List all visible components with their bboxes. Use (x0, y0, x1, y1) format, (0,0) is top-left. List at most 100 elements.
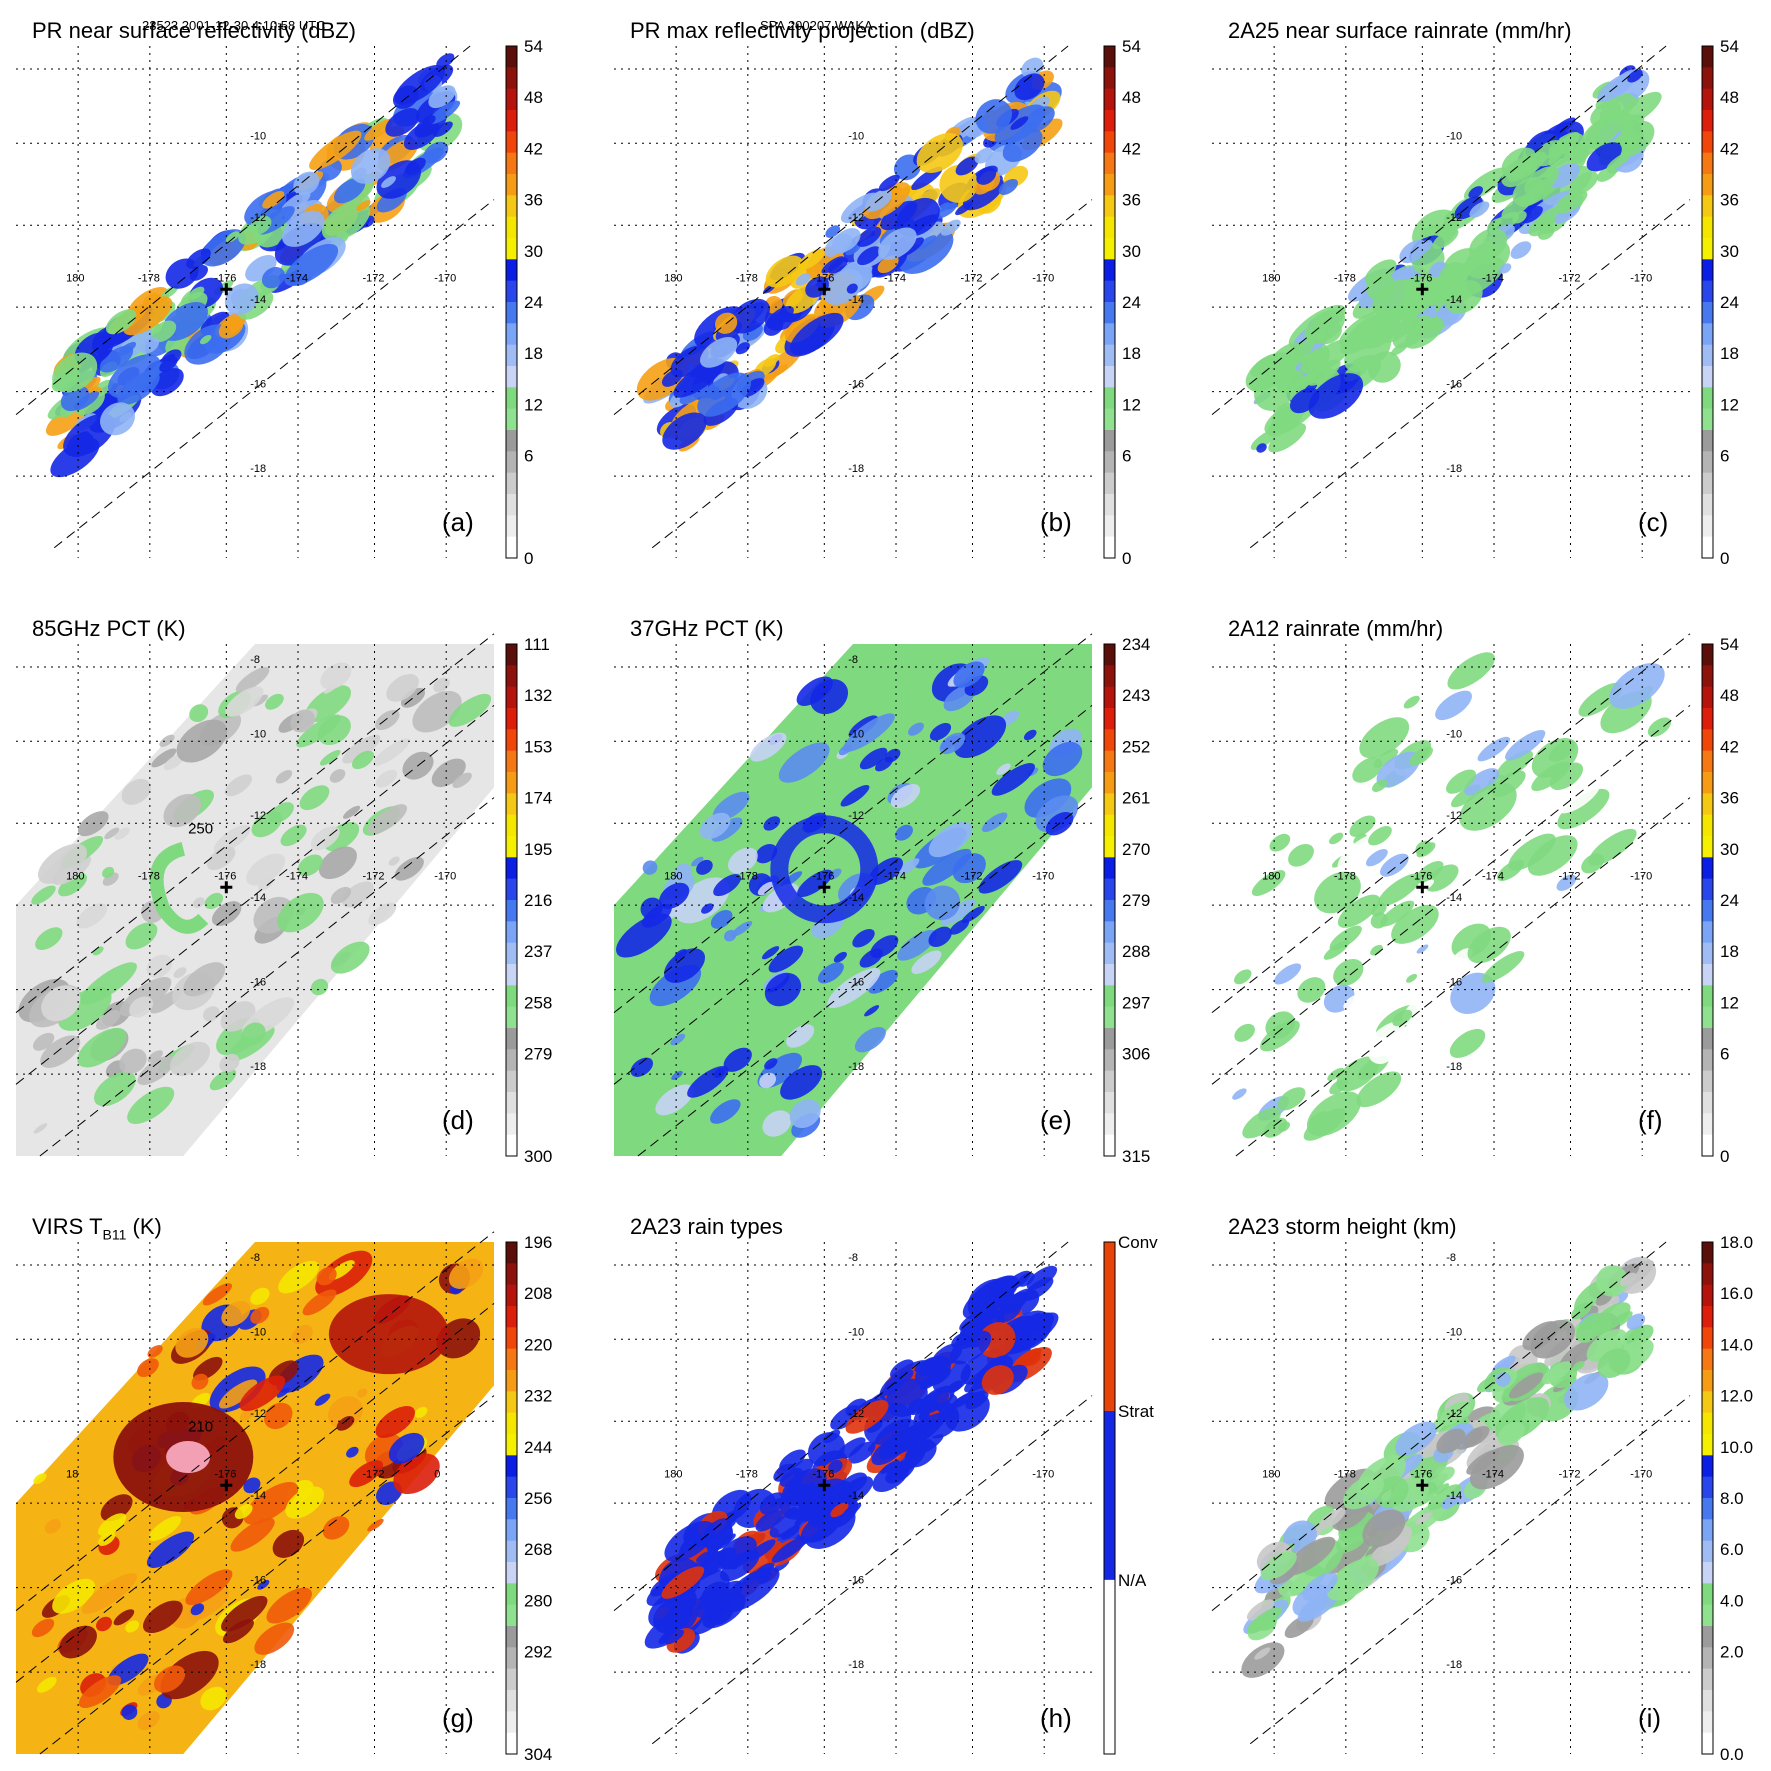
data-cell (810, 679, 849, 715)
colorbar-segment (1702, 472, 1713, 495)
data-cell (246, 853, 286, 886)
data-cell (1277, 1087, 1306, 1111)
data-cell (661, 369, 683, 387)
colorbar-segment (1104, 67, 1115, 90)
colorbar-segment (506, 857, 517, 880)
lat-label: -10 (1446, 130, 1462, 142)
data-cell (94, 1071, 136, 1107)
storm-center-marker (1416, 1479, 1429, 1492)
map-area: -8 -10 -12 -14 -16 -18 180 -178 -176 -170 (613, 1241, 1093, 1754)
colorbar-tick-label: 256 (524, 1489, 552, 1508)
data-cell (1462, 1425, 1490, 1448)
data-cell (151, 320, 177, 343)
data-cell (280, 824, 307, 847)
colorbar-tick-label: 234 (1122, 635, 1150, 654)
data-cell (1439, 262, 1464, 283)
data-cell (789, 1099, 821, 1128)
data-cell (163, 793, 202, 828)
colorbar-segment (506, 323, 517, 346)
colorbar-tick-label: 216 (524, 891, 552, 910)
data-cell (1251, 870, 1286, 896)
lon-label: -174 (884, 871, 906, 883)
lon-label: 18 (66, 1469, 78, 1481)
colorbar-tick-label: 4.0 (1720, 1591, 1744, 1610)
colorbar-tick-label: 111 (524, 635, 550, 654)
data-cell (1263, 1117, 1288, 1138)
data-cell (1647, 717, 1672, 737)
colorbar-segment (506, 110, 517, 132)
data-cell (99, 345, 134, 373)
data-cell (981, 1365, 1014, 1395)
data-cell (720, 1550, 760, 1582)
storm-center-marker (220, 283, 233, 296)
data-cell (114, 827, 130, 840)
colorbar-segment (1104, 451, 1115, 474)
lon-label: -178 (138, 273, 160, 285)
swath-edge-line (39, 1395, 495, 1755)
data-cell (137, 1711, 160, 1731)
data-cell (919, 1389, 950, 1414)
swath-edge-line (15, 45, 471, 416)
data-cell (1368, 826, 1392, 846)
data-cell (276, 1354, 324, 1393)
lon-label: -178 (138, 871, 160, 883)
colorbar-segment (1702, 131, 1713, 154)
data-cell (1260, 1551, 1297, 1581)
data-cell (875, 756, 893, 772)
data-cell (127, 1086, 175, 1124)
colorbar-segment (506, 1348, 517, 1371)
data-cell (221, 1300, 251, 1327)
panel-d-svg: -8 -10 -12 -14 -16 -18 180 -178 -176 -174 -172 -170… (15, 633, 552, 1166)
colorbar-segment (1702, 67, 1713, 90)
data-cell (186, 248, 211, 269)
colorbar-tick-label: 6 (524, 447, 533, 466)
lon-label: -176 (1410, 273, 1432, 285)
data-cell (772, 364, 788, 377)
data-cell (674, 949, 688, 960)
colorbar-frame (1701, 643, 1714, 1157)
data-cell (250, 1306, 270, 1324)
colorbar-segment (506, 665, 517, 688)
colorbar-segment (1702, 644, 1713, 666)
colorbar-segment (1702, 985, 1713, 1008)
lon-label: -178 (1334, 273, 1356, 285)
colorbar-segment (506, 750, 517, 773)
lat-label: -14 (250, 294, 266, 306)
lon-label: -172 (1559, 871, 1581, 883)
data-cell (1496, 750, 1533, 779)
lat-label: -12 (1446, 810, 1462, 822)
data-cell (830, 1502, 849, 1518)
data-cell (753, 1562, 775, 1579)
colorbar: 54 48 42 36 30 24 18 12 6 0 (1103, 37, 1141, 568)
colorbar-segment (506, 1263, 517, 1286)
colorbar-segment (1104, 46, 1115, 68)
colorbar-segment (1702, 1455, 1713, 1478)
lat-label: -14 (848, 1490, 864, 1502)
data-cell (1274, 963, 1302, 985)
panel-title: 85GHz PCT (K) (32, 616, 186, 642)
data-cell (765, 255, 804, 288)
storm-center-marker (818, 1479, 831, 1492)
data-cell (1499, 263, 1512, 274)
colorbar-segment (1104, 88, 1115, 111)
data-cell (262, 191, 285, 209)
colorbar-segment (1104, 644, 1115, 666)
colorbar-segment (1104, 836, 1115, 858)
colorbar-segment (1104, 878, 1115, 901)
colorbar-segment (506, 985, 517, 1008)
data-cell (319, 749, 341, 766)
lat-label: -8 (1446, 1252, 1456, 1264)
colorbar-tick-label: 36 (1720, 789, 1739, 808)
data-cell (388, 1432, 425, 1464)
colorbar-segment (506, 1306, 517, 1328)
panel-b: -10 -12 -14 -16 -18 180 -178 -176 -174 -172 -170 54… (602, 4, 1162, 568)
colorbar-segment (506, 536, 517, 559)
lat-label: -18 (1446, 1061, 1462, 1073)
data-cell (1343, 994, 1363, 1010)
data-cell (878, 174, 900, 192)
data-cell (978, 860, 1023, 894)
lon-label: -170 (1032, 273, 1054, 285)
lon-label: -170 (1630, 273, 1652, 285)
colorbar-segment (1702, 1626, 1713, 1648)
colorbar-segment (1702, 1540, 1713, 1563)
